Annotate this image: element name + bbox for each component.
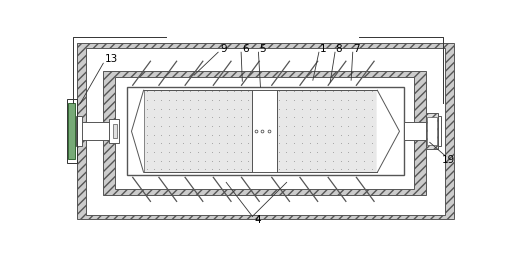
- Text: 6: 6: [242, 44, 249, 54]
- Text: 13: 13: [105, 54, 118, 64]
- Bar: [404, 122, 440, 140]
- Bar: [427, 117, 437, 145]
- Bar: [109, 119, 119, 143]
- Bar: [277, 90, 378, 172]
- Polygon shape: [132, 90, 144, 172]
- Text: 7: 7: [353, 44, 360, 54]
- Polygon shape: [378, 90, 399, 172]
- Bar: [76, 122, 116, 140]
- Bar: [144, 90, 252, 172]
- Bar: [68, 103, 75, 159]
- Bar: [86, 48, 445, 215]
- Bar: [103, 71, 426, 195]
- Bar: [76, 116, 82, 146]
- Text: 5: 5: [259, 44, 266, 54]
- Text: 1: 1: [320, 44, 326, 54]
- Bar: [435, 116, 440, 146]
- Text: 9: 9: [221, 44, 227, 54]
- Bar: [127, 87, 404, 175]
- Bar: [77, 43, 454, 219]
- Text: 19: 19: [442, 155, 456, 165]
- Bar: [426, 113, 438, 149]
- Bar: [67, 99, 77, 163]
- Bar: [112, 124, 118, 138]
- Text: 8: 8: [336, 44, 342, 54]
- Bar: [115, 77, 413, 189]
- Text: 4: 4: [254, 215, 261, 225]
- Bar: [252, 90, 277, 172]
- Bar: [77, 43, 454, 219]
